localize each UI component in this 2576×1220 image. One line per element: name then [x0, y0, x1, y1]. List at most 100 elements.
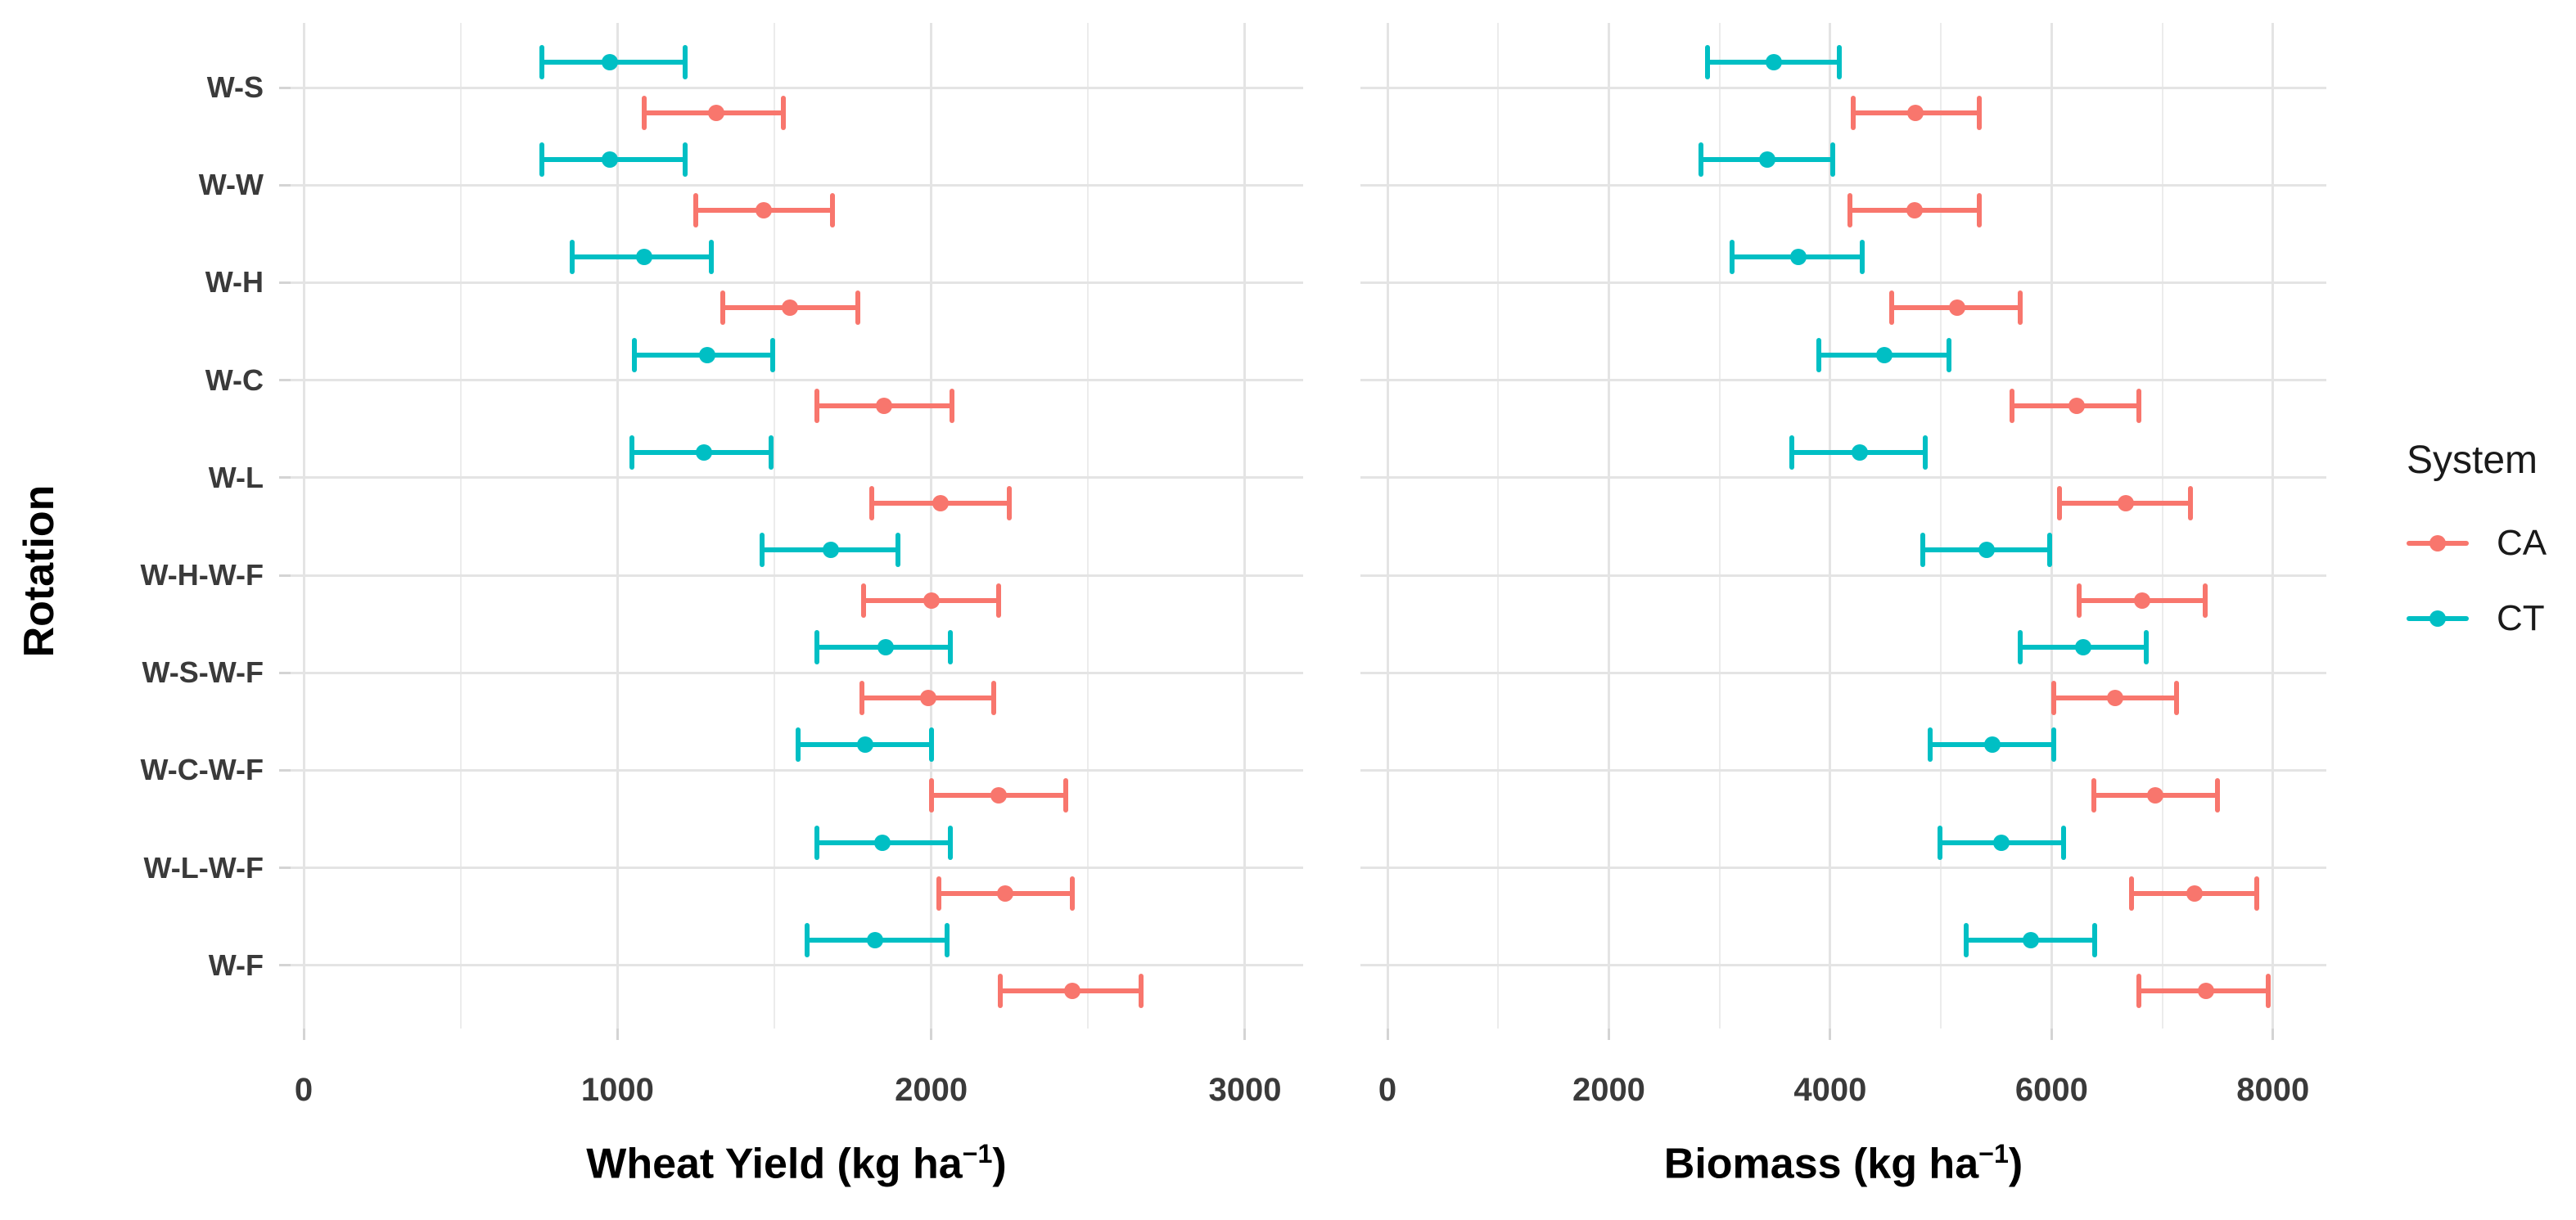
y-tick: [279, 768, 291, 772]
error-bar-cap-left: [805, 922, 810, 957]
v-gridline: [302, 23, 305, 1029]
mean-point: [874, 834, 891, 851]
error-bar-cap-left: [861, 583, 867, 618]
h-gridline: [1360, 379, 2326, 382]
error-bar-cap-right: [1977, 193, 1983, 228]
v-gridline: [2271, 23, 2275, 1029]
error-bar-cap-left: [2091, 778, 2096, 813]
error-bar-cap-left: [1704, 45, 1710, 79]
mean-point: [698, 346, 715, 363]
h-gridline: [291, 183, 1303, 187]
mean-point: [990, 787, 1008, 804]
mean-point: [2107, 690, 2124, 707]
mean-point: [1978, 542, 1995, 558]
y-tick: [279, 671, 291, 674]
x-tick-label: 4000: [1793, 1072, 1867, 1108]
error-bar-cap-right: [949, 388, 954, 423]
error-bar-cap-right: [2051, 727, 2057, 763]
error-bar-cap-right: [1947, 337, 1952, 372]
error-bar-cap-left: [1698, 142, 1703, 178]
error-bar-cap-right: [829, 193, 835, 228]
mean-point: [1758, 151, 1775, 169]
x-tick: [1607, 1029, 1610, 1040]
v-gridline: [1607, 23, 1610, 1029]
mean-point: [1851, 443, 1868, 461]
error-bar-cap-right: [1977, 96, 1983, 130]
x-tick: [930, 1029, 933, 1040]
x-axis-title-superscript: −1: [1978, 1139, 2009, 1168]
v-gridline: [1243, 23, 1247, 1029]
h-gridline: [291, 574, 1303, 577]
mean-point: [635, 249, 652, 266]
error-bar-cap-right: [947, 825, 953, 860]
x-tick: [302, 1029, 305, 1040]
error-bar-cap-left: [2018, 630, 2023, 665]
v-gridline: [2050, 23, 2053, 1029]
y-tick-label-w-l: W-L: [208, 460, 264, 494]
error-bar-cap-right: [781, 96, 787, 130]
error-bar-cap-right: [1830, 142, 1836, 178]
y-tick-label-w-f: W-F: [208, 948, 264, 982]
mean-point: [2146, 787, 2163, 804]
error-bar-cap-right: [944, 922, 950, 957]
ct-pointrange-key-icon: [2407, 601, 2469, 637]
mean-point: [1789, 249, 1807, 266]
error-bar-cap-left: [720, 290, 725, 326]
error-bar-cap-left: [1963, 922, 1969, 957]
error-bar-cap-left: [632, 337, 638, 372]
x-tick: [616, 1029, 619, 1040]
error-bar-cap-right: [1860, 240, 1865, 275]
y-tick-label-w-l-w-f: W-L-W-F: [143, 850, 264, 885]
y-tick-label-w-s-w-f: W-S-W-F: [142, 655, 264, 690]
h-gridline: [1360, 281, 2326, 284]
ca-key-dot: [2429, 535, 2446, 551]
mean-point: [755, 202, 772, 219]
mean-point: [877, 639, 895, 656]
h-gridline: [1360, 671, 2326, 674]
h-gridline: [291, 86, 1303, 89]
v-gridline: [930, 23, 933, 1029]
error-bar-cap-left: [641, 96, 647, 130]
y-tick-label-w-h-w-f: W-H-W-F: [140, 558, 264, 592]
h-gridline: [291, 671, 1303, 674]
v-gridline: [1829, 23, 1832, 1029]
error-bar-cap-right: [709, 240, 715, 275]
error-bar-cap-right: [2174, 681, 2180, 716]
ca-pointrange-key-icon: [2407, 525, 2469, 561]
error-bar-cap-right: [682, 142, 688, 178]
h-gridline: [291, 379, 1303, 382]
error-bar-cap-right: [2092, 922, 2098, 957]
mean-point: [919, 690, 936, 707]
legend-entry-ca: CA: [2407, 523, 2547, 563]
error-bar-cap-right: [996, 583, 1002, 618]
y-axis-title: Rotation: [16, 484, 63, 658]
mean-point: [708, 105, 725, 121]
h-gridline: [291, 476, 1303, 479]
v-gridline-minor: [1940, 23, 1942, 1029]
legend-title: System: [2407, 439, 2538, 482]
v-gridline-minor: [459, 23, 462, 1029]
x-tick-label: 6000: [2014, 1072, 2088, 1108]
v-gridline-minor: [1497, 23, 1500, 1029]
v-gridline-minor: [773, 23, 775, 1029]
mean-point: [695, 443, 712, 461]
x-tick: [1386, 1029, 1389, 1040]
error-bar-cap-left: [2009, 388, 2014, 423]
error-bar-cap-left: [868, 485, 874, 520]
error-bar-cap-right: [2136, 388, 2142, 423]
y-tick-label-w-w: W-W: [198, 168, 264, 202]
y-tick: [279, 574, 291, 577]
mean-point: [822, 542, 839, 558]
error-bar-cap-left: [1816, 337, 1821, 372]
mean-point: [876, 397, 893, 414]
v-gridline: [616, 23, 619, 1029]
v-gridline-minor: [1718, 23, 1721, 1029]
mean-point: [1907, 105, 1924, 121]
x-axis-title-superscript: −1: [962, 1139, 993, 1168]
x-tick: [1829, 1029, 1832, 1040]
mean-point: [2022, 931, 2039, 948]
error-bar-cap-left: [2129, 876, 2135, 911]
x-tick: [2050, 1029, 2053, 1040]
h-gridline: [291, 281, 1303, 284]
h-gridline: [1360, 86, 2326, 89]
